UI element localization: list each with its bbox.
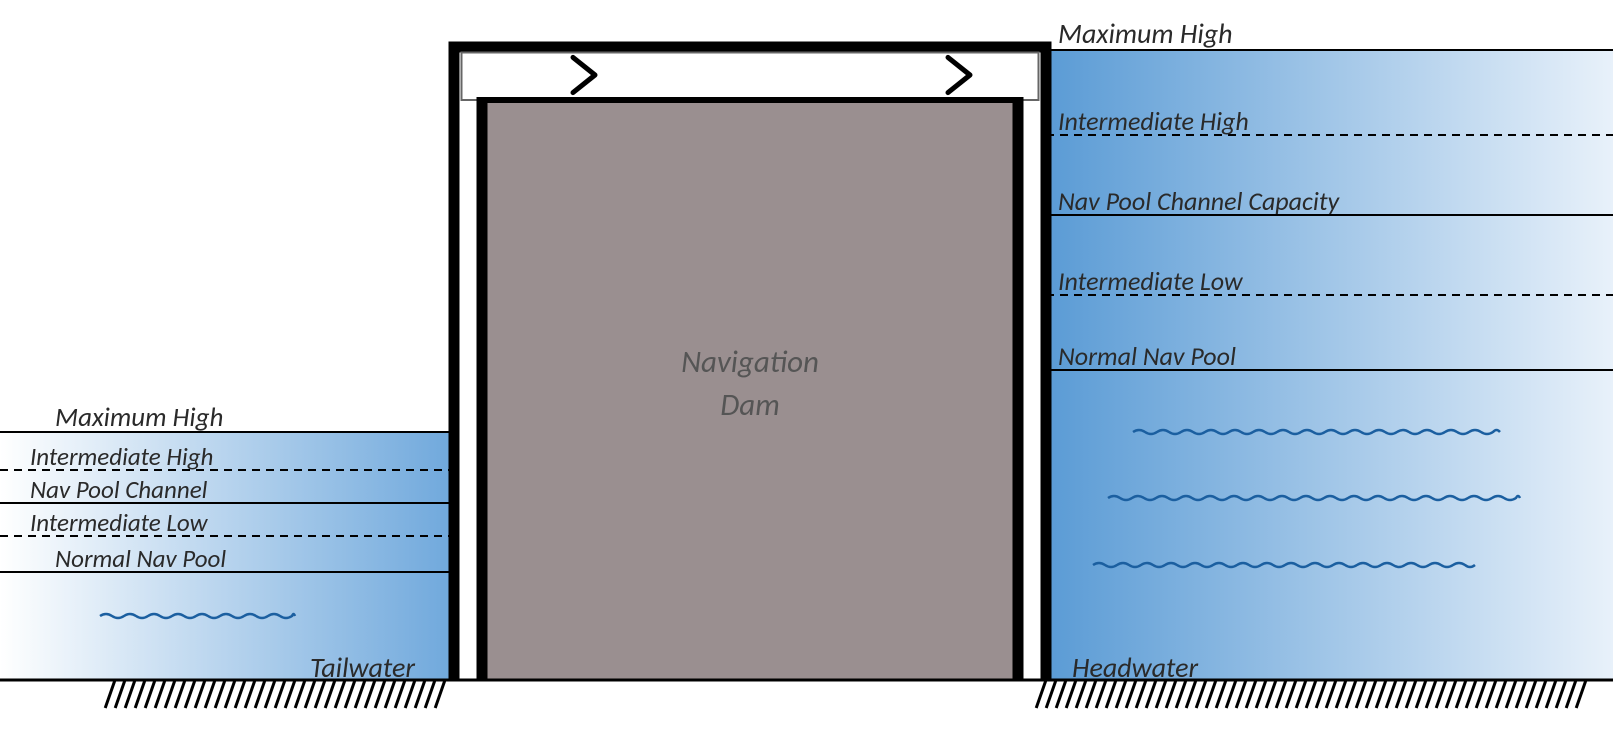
ground-hatch bbox=[115, 680, 125, 708]
ground-hatch bbox=[1556, 680, 1566, 708]
ground-hatch bbox=[1446, 680, 1456, 708]
ground-hatch bbox=[425, 680, 435, 708]
ground-hatch bbox=[415, 680, 425, 708]
ground-hatch bbox=[1496, 680, 1506, 708]
ground-hatch bbox=[1466, 680, 1476, 708]
ground-hatch bbox=[285, 680, 295, 708]
dam-label: Dam bbox=[670, 386, 830, 424]
ground-hatch bbox=[1046, 680, 1056, 708]
level-label: Nav Pool Channel Capacity bbox=[1058, 185, 1339, 217]
ground-hatch bbox=[1456, 680, 1466, 708]
ground-hatch bbox=[1526, 680, 1536, 708]
ground-hatch bbox=[1576, 680, 1586, 708]
ground-hatch bbox=[1386, 680, 1396, 708]
ground-hatch bbox=[1326, 680, 1336, 708]
level-label: Intermediate High bbox=[1058, 105, 1249, 137]
ground-hatch bbox=[435, 680, 445, 708]
ground-hatch bbox=[1276, 680, 1286, 708]
ground-hatch bbox=[265, 680, 275, 708]
ground-hatch bbox=[1266, 680, 1276, 708]
ground-hatch bbox=[1036, 680, 1046, 708]
ground-hatch bbox=[145, 680, 155, 708]
ground-hatch bbox=[295, 680, 305, 708]
ground-hatch bbox=[215, 680, 225, 708]
ground-hatch bbox=[1286, 680, 1296, 708]
ground-hatch bbox=[1316, 680, 1326, 708]
ground-hatch bbox=[125, 680, 135, 708]
ground-hatch bbox=[1356, 680, 1366, 708]
level-label: Maximum High bbox=[1058, 16, 1233, 51]
ground-hatch bbox=[155, 680, 165, 708]
level-label: Intermediate Low bbox=[1058, 265, 1243, 297]
ground-hatch bbox=[1566, 680, 1576, 708]
ground-hatch bbox=[1406, 680, 1416, 708]
level-label: Maximum High bbox=[55, 401, 223, 434]
ground-hatch bbox=[255, 680, 265, 708]
ground-hatch bbox=[1216, 680, 1226, 708]
ground-hatch bbox=[205, 680, 215, 708]
level-label: Normal Nav Pool bbox=[1058, 340, 1236, 372]
dam-label: Navigation bbox=[670, 343, 830, 381]
ground-hatch bbox=[1486, 680, 1496, 708]
ground-hatch bbox=[1206, 680, 1216, 708]
ground-hatch bbox=[1536, 680, 1546, 708]
ground-hatch bbox=[1306, 680, 1316, 708]
ground-hatch bbox=[1436, 680, 1446, 708]
ground-hatch bbox=[1476, 680, 1486, 708]
ground-hatch bbox=[275, 680, 285, 708]
level-label: Intermediate High bbox=[30, 441, 213, 472]
ground-hatch bbox=[1056, 680, 1066, 708]
ground-hatch bbox=[105, 680, 115, 708]
ground-hatch bbox=[1376, 680, 1386, 708]
ground-hatch bbox=[1366, 680, 1376, 708]
headwater-label: Headwater bbox=[1072, 650, 1198, 685]
ground-hatch bbox=[1506, 680, 1516, 708]
ground-hatch bbox=[1256, 680, 1266, 708]
ground-hatch bbox=[235, 680, 245, 708]
ground-hatch bbox=[1296, 680, 1306, 708]
level-label: Normal Nav Pool bbox=[55, 543, 226, 574]
ground-hatch bbox=[185, 680, 195, 708]
ground-hatch bbox=[135, 680, 145, 708]
ground-hatch bbox=[1516, 680, 1526, 708]
ground-hatch bbox=[195, 680, 205, 708]
level-label: Intermediate Low bbox=[30, 507, 207, 538]
ground-hatch bbox=[165, 680, 175, 708]
ground-hatch bbox=[175, 680, 185, 708]
ground-hatch bbox=[225, 680, 235, 708]
ground-hatch bbox=[1416, 680, 1426, 708]
ground-hatch bbox=[1546, 680, 1556, 708]
ground-hatch bbox=[1346, 680, 1356, 708]
ground-hatch bbox=[1396, 680, 1406, 708]
ground-hatch bbox=[1246, 680, 1256, 708]
ground-hatch bbox=[1336, 680, 1346, 708]
level-label: Nav Pool Channel bbox=[30, 474, 207, 505]
ground-hatch bbox=[1426, 680, 1436, 708]
ground-hatch bbox=[1226, 680, 1236, 708]
ground-hatch bbox=[1236, 680, 1246, 708]
ground-hatch bbox=[245, 680, 255, 708]
tailwater-label: Tailwater bbox=[310, 650, 415, 685]
